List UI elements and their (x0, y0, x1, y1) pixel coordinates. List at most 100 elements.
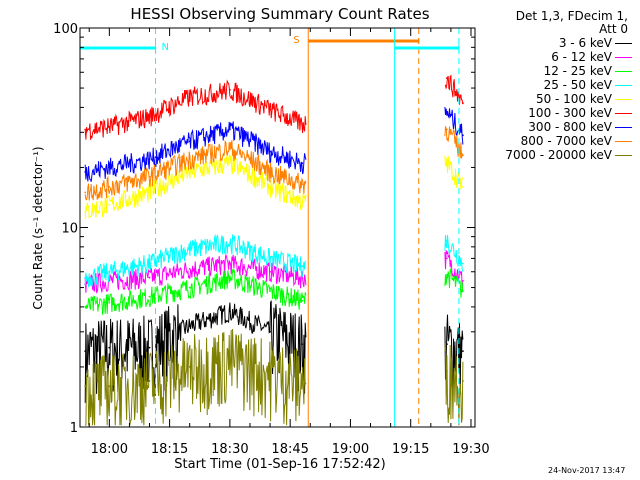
series-4-point-6 (269, 257, 271, 260)
series-line-4 (84, 233, 464, 288)
series-2-point-3 (148, 276, 151, 279)
series-8-point-1 (84, 191, 87, 194)
series-7-point-8 (446, 110, 448, 113)
series-8 (84, 125, 464, 201)
series-1-point-1 (84, 350, 87, 352)
series-6-point-4 (188, 96, 191, 99)
series-1-point-4 (188, 325, 191, 328)
legend-entry: 3 - 6 keV (476, 36, 636, 50)
series-3-point-6 (269, 290, 271, 292)
series-3-point-8 (446, 273, 448, 276)
series-line-3 (84, 268, 464, 315)
series-1-point-2 (108, 346, 111, 349)
series-5-point-5 (229, 162, 231, 165)
legend-swatch (615, 141, 632, 142)
series-5-point-8 (446, 162, 448, 165)
x-axis-label: Start Time (01-Sep-16 17:52:42) (174, 457, 385, 472)
series-7-point-7 (301, 162, 304, 165)
series-9-point-7 (301, 380, 304, 382)
legend-label: 25 - 50 keV (543, 78, 612, 92)
series-8-point-5 (229, 147, 231, 150)
series-4-point-2 (108, 270, 111, 273)
legend-entry: 300 - 800 keV (476, 120, 636, 134)
series-8-point-3 (148, 175, 151, 178)
series-line-6 (84, 74, 464, 140)
legend-rows: 3 - 6 keV 6 - 12 keV 12 - 25 keV 25 - 50 ke… (476, 36, 636, 162)
legend-entry: 100 - 300 keV (476, 106, 636, 120)
legend-swatch (615, 155, 632, 156)
series-6-point-8 (446, 77, 448, 80)
annotation-label: S (293, 35, 299, 46)
series-3-point-7 (301, 299, 304, 302)
series-1-point-6 (269, 330, 271, 333)
series-2-point-6 (269, 270, 271, 273)
series-9-point-5 (229, 357, 231, 360)
y-tick-label: 100 (53, 22, 78, 37)
series-6-point-9 (462, 102, 464, 105)
series-4-point-8 (446, 239, 448, 242)
legend: Det 1,3, FDecim 1, Att 0 3 - 6 keV 6 - 12… (476, 10, 636, 162)
series-3-point-2 (108, 301, 111, 304)
series-4-point-5 (229, 241, 231, 244)
series-7-point-3 (148, 158, 151, 161)
series-8-point-8 (446, 128, 448, 131)
series-8-point-6 (269, 171, 271, 173)
footer-date: 24-Nov-2017 13:47 (548, 466, 626, 475)
x-tick-label: 19:15 (392, 442, 429, 457)
series-7-point-2 (108, 166, 111, 169)
series-6-point-7 (301, 123, 304, 125)
series-1-point-8 (446, 343, 448, 346)
legend-entry: 6 - 12 keV (476, 50, 636, 64)
legend-swatch (615, 57, 632, 58)
series-9-point-1 (84, 385, 87, 388)
series-6-point-5 (229, 88, 231, 91)
series-1-point-3 (148, 346, 151, 349)
x-tick-label: 18:30 (211, 442, 248, 457)
series-6-point-3 (148, 115, 151, 118)
annotation-label: N (162, 42, 169, 53)
data-layer (84, 74, 464, 426)
series-5-point-6 (269, 185, 271, 188)
series-5 (84, 153, 464, 220)
legend-label: 6 - 12 keV (551, 50, 612, 64)
series-line-7 (84, 106, 464, 182)
series-2-point-4 (188, 268, 191, 270)
y-tick-label: 1 (70, 421, 78, 436)
series-5-point-9 (462, 185, 464, 188)
series-4-point-7 (301, 265, 304, 268)
legend-entry: 800 - 7000 keV (476, 134, 636, 148)
series-line-9 (85, 328, 464, 426)
series-4-point-1 (84, 276, 87, 279)
annotation-night-3 (394, 28, 460, 427)
series-3-point-9 (462, 290, 464, 292)
legend-label: 12 - 25 keV (543, 64, 612, 78)
series-2-point-5 (229, 262, 231, 265)
series-2-point-9 (462, 280, 464, 282)
series-6-point-6 (269, 108, 271, 111)
series-1-point-5 (229, 310, 231, 313)
series-9-point-8 (446, 370, 448, 373)
legend-swatch (615, 43, 632, 44)
series-1-point-9 (462, 350, 464, 352)
legend-label: 7000 - 20000 keV (505, 148, 612, 162)
legend-label: 800 - 7000 keV (520, 134, 612, 148)
series-2-point-8 (446, 257, 448, 260)
series-9-point-6 (269, 370, 271, 373)
legend-label: 3 - 6 keV (558, 36, 612, 50)
series-7-point-5 (229, 128, 231, 131)
series-4-point-9 (462, 262, 464, 265)
legend-label: 300 - 800 keV (528, 120, 612, 134)
legend-header-line-2: Att 0 (599, 22, 628, 36)
series-9-point-9 (462, 380, 464, 382)
annotation-saa-2: S (293, 28, 420, 427)
legend-entry: 25 - 50 keV (476, 78, 636, 92)
series-7-point-9 (462, 134, 464, 137)
series-5-point-2 (108, 203, 111, 206)
series-2 (84, 250, 464, 294)
series-8-point-4 (188, 158, 191, 161)
series-6-point-1 (84, 128, 87, 131)
x-tick-label: 18:45 (271, 442, 308, 457)
series-7-point-1 (84, 171, 87, 173)
series-8-point-2 (108, 185, 111, 188)
